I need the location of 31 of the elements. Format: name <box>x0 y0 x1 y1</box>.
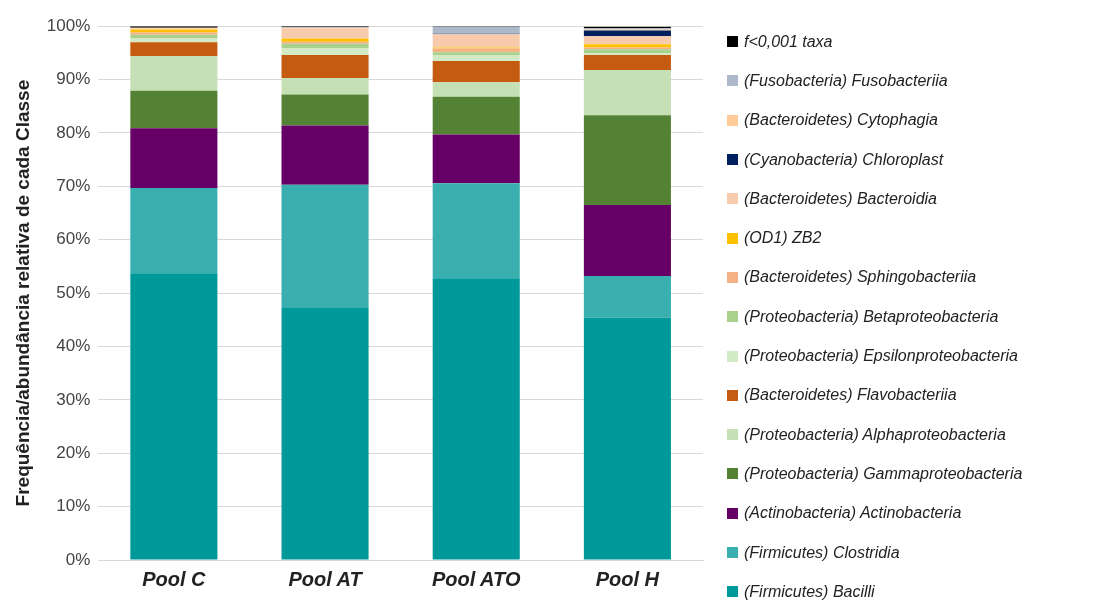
y-tick-label: 80% <box>56 122 91 142</box>
legend-label: (Firmicutes) Bacilli <box>744 582 875 601</box>
legend-label: (Bacteroidetes) Cytophagia <box>744 111 938 130</box>
x-tick-label: Pool C <box>142 567 207 590</box>
y-tick-label: 50% <box>56 282 91 302</box>
y-tick-label: 60% <box>56 229 91 249</box>
y-tick-label: 40% <box>56 336 91 356</box>
legend-label: (Proteobacteria) Betaproteobacteria <box>744 307 999 326</box>
y-tick-label: 10% <box>56 496 91 516</box>
legend-label: f<0,001 taxa <box>744 32 833 51</box>
legend-label: (Proteobacteria) Epsilonproteobacteria <box>744 347 1018 366</box>
y-tick-label: 30% <box>56 389 91 409</box>
x-tick-label: Pool H <box>595 567 660 590</box>
legend-label: (Bacteroidetes) Flavobacteriia <box>744 386 957 405</box>
legend-label: (Bacteroidetes) Sphingobacteriia <box>744 268 977 287</box>
y-tick-label: 20% <box>56 442 91 462</box>
legend-label: (Actinobacteria) Actinobacteria <box>744 504 962 523</box>
legend-label: (OD1) ZB2 <box>744 229 822 248</box>
legend-label: (Proteobacteria) Alphaproteobacteria <box>744 425 1006 444</box>
y-axis-title: Frequência/abundância relativa de cada Classe <box>11 79 33 507</box>
legend-label: (Bacteroidetes) Bacteroidia <box>744 189 937 208</box>
legend-label: (Cyanobacteria) Chloroplast <box>744 150 944 169</box>
legend-label: (Proteobacteria) Gammaproteobacteria <box>744 464 1023 483</box>
y-tick-label: 0% <box>65 549 91 569</box>
y-tick-label: 70% <box>56 176 91 196</box>
x-tick-label: Pool ATO <box>431 567 521 590</box>
y-tick-label: 100% <box>46 15 91 35</box>
legend-label: (Firmicutes) Clostridia <box>744 543 900 562</box>
y-tick-label: 90% <box>56 69 91 89</box>
x-tick-label: Pool AT <box>288 567 364 590</box>
legend-label: (Fusobacteria) Fusobacteriia <box>744 71 948 90</box>
